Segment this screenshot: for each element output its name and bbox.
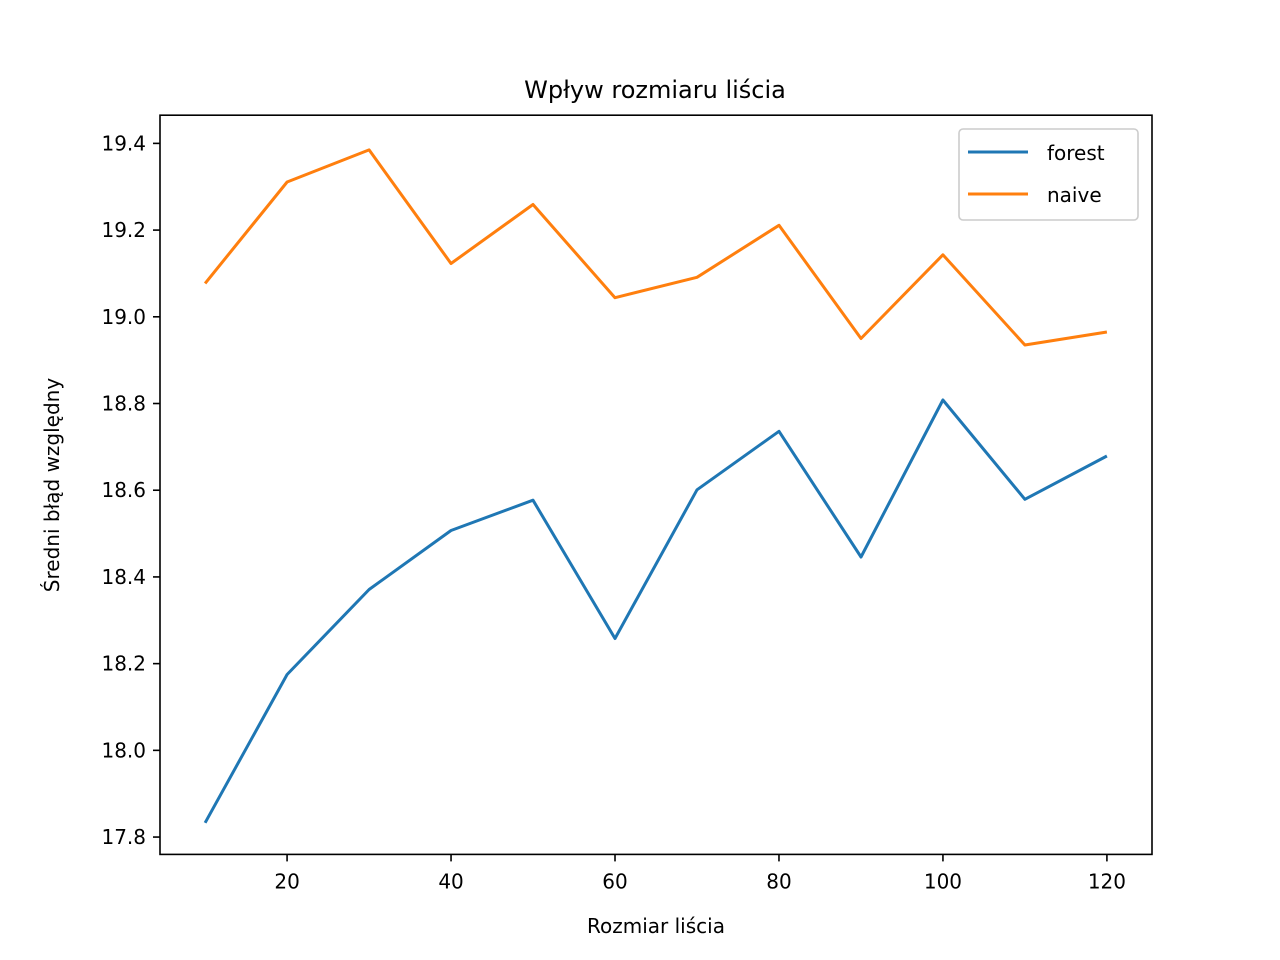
plot-lines [203,148,1108,824]
y-tick-label: 18.8 [101,392,146,416]
legend-label-naive: naive [1047,183,1102,207]
y-axis-label: Średni błąd względny [40,378,64,593]
y-tick-label: 18.0 [101,738,146,762]
legend-label-forest: forest [1047,141,1105,165]
y-tick-label: 19.0 [101,305,146,329]
x-tick-label: 100 [924,869,962,893]
x-tick-label: 60 [602,869,627,893]
y-tick-label: 19.4 [101,131,146,155]
legend: forest naive [958,128,1139,221]
x-tick-label: 120 [1088,869,1126,893]
x-axis-label: Rozmiar liścia [587,914,725,938]
x-axis-ticks: 20 40 60 80 100 120 [274,854,1126,893]
x-tick-label: 20 [274,869,299,893]
series-line-naive [203,148,1108,347]
plot-frame [159,114,1153,856]
x-tick-label: 40 [438,869,463,893]
y-axis-ticks: 17.8 18.0 18.2 18.4 18.6 18.8 19.0 19.2 19.4 [101,131,160,849]
x-tick-label: 80 [766,869,791,893]
y-tick-label: 18.4 [101,565,146,589]
y-tick-label: 19.2 [101,218,146,242]
y-tick-label: 18.2 [101,652,146,676]
y-tick-label: 18.6 [101,478,146,502]
y-tick-label: 17.8 [101,825,146,849]
series-line-forest [203,398,1108,824]
chart-title: Wpływ rozmiaru liścia [524,76,786,104]
